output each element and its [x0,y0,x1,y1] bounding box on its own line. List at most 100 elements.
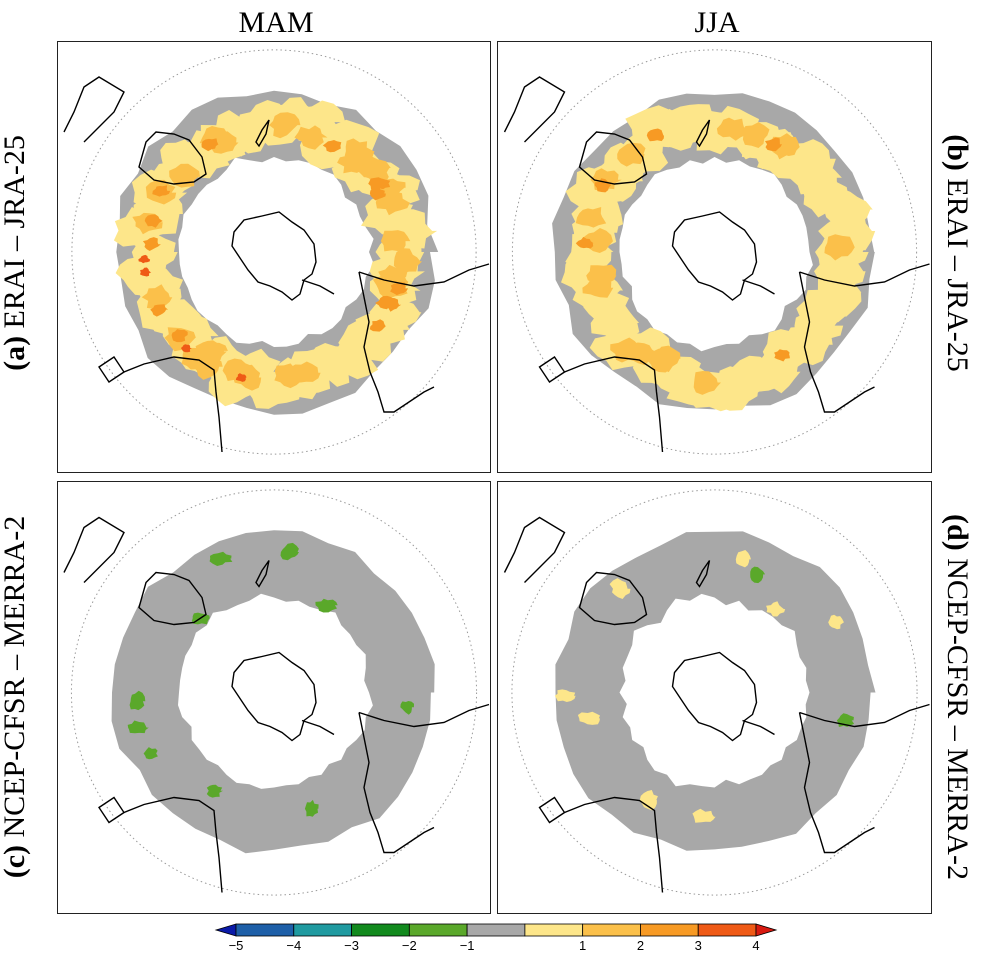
positive-anomaly-level-3 [369,319,386,332]
small-anomaly-patch [280,542,299,561]
antarctica-outline [671,651,758,742]
antarctic-peninsula [301,719,335,736]
small-anomaly-patch [609,578,631,599]
neutral-ring [555,531,876,851]
map-boundary-circle [70,489,478,896]
positive-anomaly-level-3 [201,138,219,152]
colorbar-tick-label: −4 [286,938,301,953]
positive-anomaly-level-3 [322,140,342,153]
positive-anomaly-level-3 [390,282,409,296]
panel-title-c: NCEP-CFSR – MERRA-2 [0,515,31,838]
positive-anomaly-level-2 [233,364,262,391]
small-anomaly-patch [315,598,338,613]
antarctic-peninsula [301,279,335,295]
colorbar-tick-label: 1 [579,938,586,953]
panel-label-a: (a) ERAI – JRA-25 [0,123,32,383]
colorbar-segment [466,923,526,937]
africa-coast [564,796,664,893]
positive-anomaly-level-2 [742,122,770,148]
map-panel-a [57,41,491,473]
small-anomaly-patch [828,614,844,630]
map-boundary-circle [71,49,477,455]
australia-outline [138,131,207,185]
indonesia-coast [503,516,566,583]
positive-anomaly-level-4 [180,344,192,353]
map-d [503,489,930,896]
colorbar-segment [408,923,468,937]
positive-anomaly-level-4 [140,267,152,277]
colorbar: −5−4−3−2−112345 [214,923,778,953]
coastline [503,516,930,893]
panel-title-d: NCEP-CFSR – MERRA-2 [941,558,974,880]
panel-letter-c: (c) [0,844,31,879]
positive-anomaly-level-2 [195,340,227,365]
coastline [63,516,490,893]
column-title-jja: JJA [694,6,740,39]
map-c [63,489,490,896]
small-anomaly-patch [577,711,600,725]
small-anomaly-patch [692,808,716,823]
new-zealand-outline [255,119,270,148]
antarctica-outline [231,211,317,301]
small-anomaly-patch [127,720,149,734]
australia-outline [578,131,648,185]
panel-label-b: (b) ERAI – JRA-25 [940,123,974,383]
south-america-coast-east [799,263,930,287]
colorbar-segment [697,923,757,937]
colorbar-segment [293,923,352,937]
colorbar-segment [640,923,699,937]
colorbar-tick-label: −5 [229,938,244,953]
positive-anomaly-level-2 [380,230,411,252]
madagascar-outline [538,356,566,383]
colorbar-arrow-right [755,923,778,937]
indonesia-coast [63,516,125,583]
colorbar-tick-label: 3 [695,938,702,953]
small-anomaly-patch [639,790,658,811]
positive-anomaly-level-3 [646,128,664,142]
positive-anomaly-level-3 [152,185,171,197]
colorbar-tick-label: 2 [637,938,644,953]
positive-anomaly-level-2 [824,234,855,261]
small-anomaly-patch [143,747,158,760]
positive-anomaly-level-3 [171,329,188,343]
positive-anomaly-level-2 [360,155,391,180]
new-zealand-outline [255,560,270,588]
panel-letter-d: (d) [941,514,974,551]
coastline [503,76,930,453]
antarctic-peninsula [742,279,775,295]
small-anomaly-patch [735,550,751,568]
positive-anomaly-level-2 [575,207,607,228]
panel-label-c: (c) NCEP-CFSR – MERRA-2 [0,505,32,889]
coastline [63,76,490,453]
map-boundary-circle [511,49,918,455]
positive-anomaly-level-3 [368,177,386,191]
map-panel-c [57,481,491,914]
antarctica-outline [231,651,317,742]
south-america-coast-west [798,712,875,854]
colorbar-segment [524,923,584,937]
small-anomaly-patch [766,601,786,617]
map-a [63,49,490,455]
positive-anomaly-level-3 [385,297,402,312]
map-boundary-circle [511,489,918,896]
positive-anomaly-level-2 [693,371,721,395]
south-america-coast-west [358,271,435,413]
positive-anomaly-level-3 [575,236,594,249]
panel-title-a: ERAI – JRA-25 [0,135,31,329]
colorbar-arrow-left [214,923,237,937]
colorbar-tick-label: −2 [402,938,417,953]
positive-anomaly-level-4 [138,254,151,264]
positive-anomaly-level-2 [294,125,328,150]
positive-anomaly-level-2 [650,345,681,373]
positive-anomaly-level-3 [142,237,161,251]
south-america-coast-west [358,712,435,854]
positive-anomaly-level-2 [289,361,321,383]
africa-coast [123,796,223,893]
small-anomaly-patch [304,799,319,817]
australia-outline [578,571,648,626]
panel-title-b: ERAI – JRA-25 [941,178,974,372]
south-america-coast-east [799,703,930,728]
africa-coast [123,356,223,453]
positive-anomaly-level-2 [716,117,748,141]
small-anomaly-patch [554,689,576,702]
